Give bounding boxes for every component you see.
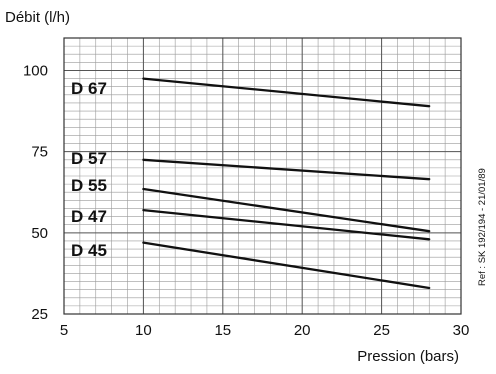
y-axis-title: Débit (l/h)	[5, 9, 70, 26]
series-lines	[142, 77, 431, 290]
series-label-d-47: D 47	[71, 207, 107, 226]
x-tick-label: 20	[294, 322, 311, 339]
series-line-d-55	[142, 187, 431, 233]
y-tick-label: 50	[31, 225, 48, 242]
reference-note: Ref : SK 192/194 - 21/01/89	[477, 168, 488, 286]
x-axis-title: Pression (bars)	[357, 348, 459, 365]
series-labels: D 67 D 57 D 55 D 47 D 45	[71, 79, 107, 260]
tick-labels: 5 10 15 20 25 30 25 50 75 100	[23, 62, 469, 339]
x-tick-label: 25	[373, 322, 390, 339]
series-line-d-67	[142, 77, 431, 108]
series-label-d-67: D 67	[71, 79, 107, 98]
x-tick-label: 10	[135, 322, 152, 339]
series-label-d-57: D 57	[71, 149, 107, 168]
series-label-d-55: D 55	[71, 176, 107, 195]
chart-grid	[63, 38, 462, 315]
y-tick-label: 25	[31, 306, 48, 323]
plot-frame	[63, 37, 462, 315]
series-line-d-45	[142, 241, 431, 290]
series-line-d-57	[142, 158, 431, 181]
series-label-d-45: D 45	[71, 241, 107, 260]
x-tick-label: 15	[214, 322, 231, 339]
x-tick-label: 30	[453, 322, 470, 339]
x-tick-label: 5	[60, 322, 68, 339]
series-line-d-47	[142, 208, 431, 241]
y-tick-label: 75	[31, 144, 48, 161]
y-tick-label: 100	[23, 62, 48, 79]
plot-border	[63, 37, 462, 315]
